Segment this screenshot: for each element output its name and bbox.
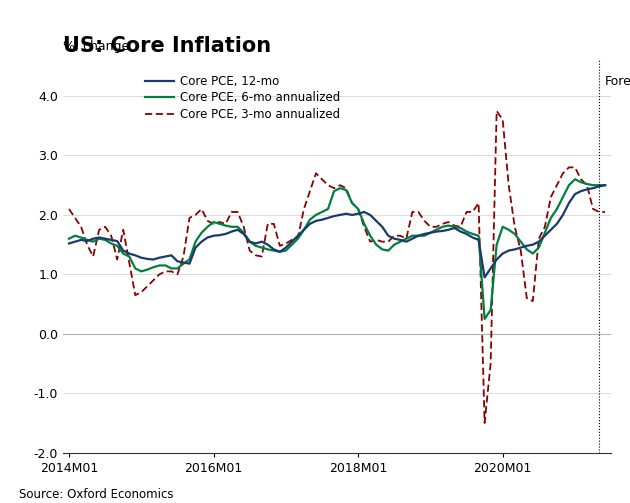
Core PCE, 3-mo annualized (601, 209, 609, 215)
Text: %, change: %, change (63, 40, 129, 52)
Core PCE, 12-mo (137, 255, 145, 261)
Core PCE, 12-mo (601, 182, 609, 188)
Core PCE, 3-mo annualized (481, 420, 488, 426)
Core PCE, 6-mo annualized (228, 224, 236, 230)
Core PCE, 3-mo annualized (228, 209, 236, 215)
Core PCE, 3-mo annualized (535, 236, 542, 242)
Line: Core PCE, 6-mo annualized: Core PCE, 6-mo annualized (69, 179, 605, 319)
Legend: Core PCE, 12-mo, Core PCE, 6-mo annualized, Core PCE, 3-mo annualized: Core PCE, 12-mo, Core PCE, 6-mo annualiz… (140, 70, 345, 126)
Core PCE, 12-mo (481, 274, 488, 280)
Core PCE, 3-mo annualized (137, 289, 145, 295)
Line: Core PCE, 12-mo: Core PCE, 12-mo (69, 185, 605, 277)
Core PCE, 6-mo annualized (589, 182, 597, 188)
Core PCE, 6-mo annualized (137, 269, 145, 275)
Core PCE, 6-mo annualized (529, 250, 537, 257)
Core PCE, 6-mo annualized (438, 224, 446, 230)
Core PCE, 3-mo annualized (66, 206, 73, 212)
Core PCE, 6-mo annualized (481, 316, 488, 322)
Core PCE, 6-mo annualized (571, 176, 579, 182)
Core PCE, 3-mo annualized (493, 108, 500, 114)
Core PCE, 12-mo (438, 228, 446, 234)
Core PCE, 3-mo annualized (589, 206, 597, 212)
Core PCE, 12-mo (529, 241, 537, 247)
Text: Forecast: Forecast (605, 75, 630, 88)
Core PCE, 3-mo annualized (438, 221, 446, 227)
Core PCE, 12-mo (228, 228, 236, 234)
Core PCE, 6-mo annualized (601, 182, 609, 188)
Core PCE, 12-mo (517, 244, 525, 250)
Line: Core PCE, 3-mo annualized: Core PCE, 3-mo annualized (69, 111, 605, 423)
Text: Source: Oxford Economics: Source: Oxford Economics (19, 488, 173, 501)
Core PCE, 3-mo annualized (523, 295, 530, 301)
Core PCE, 12-mo (66, 240, 73, 246)
Core PCE, 6-mo annualized (517, 238, 525, 244)
Core PCE, 12-mo (583, 186, 591, 192)
Text: US: Core Inflation: US: Core Inflation (63, 36, 271, 56)
Core PCE, 6-mo annualized (66, 236, 73, 242)
